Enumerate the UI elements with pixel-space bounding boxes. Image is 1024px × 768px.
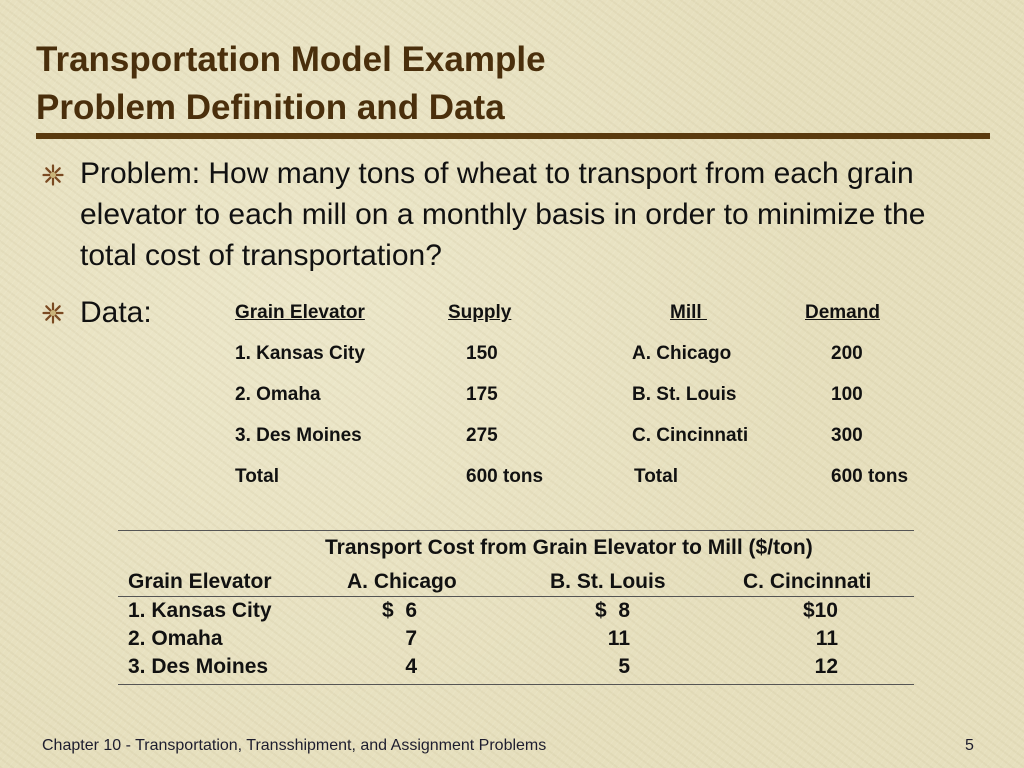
table-top-rule: [118, 530, 914, 531]
table-cell: 1. Kansas City: [235, 343, 365, 364]
data-label: Data:: [80, 296, 152, 329]
table-cell: $10: [802, 599, 838, 622]
table-cell: 3. Des Moines: [235, 425, 362, 446]
table-cell: 1. Kansas City: [128, 599, 272, 622]
table-cell: B. St. Louis: [632, 384, 737, 405]
page-number: 5: [965, 737, 974, 754]
table-cell: 2. Omaha: [128, 627, 223, 650]
table-cell: 3. Des Moines: [128, 655, 269, 678]
cost-header-grain-elevator: Grain Elevator: [128, 570, 272, 593]
table-cell: 275: [466, 425, 498, 446]
table-cell: $ 8: [594, 599, 630, 622]
table-cell: Total: [634, 466, 678, 487]
title-line-2: Problem Definition and Data: [36, 88, 505, 127]
header-grain-elevator: Grain Elevator: [235, 302, 365, 323]
title-line-1: Transportation Model Example: [36, 40, 546, 79]
table-cell: 600 tons: [466, 466, 544, 487]
table-cell: 2. Omaha: [235, 384, 321, 405]
table-cell: 4: [405, 655, 417, 678]
slide-title: Transportation Model Example Problem Def…: [36, 36, 546, 132]
table-cell: C. Cincinnati: [632, 425, 749, 446]
table-cell: 12: [814, 655, 838, 678]
table-bottom-rule: [118, 684, 914, 685]
title-underline-rule: [36, 133, 990, 139]
table-cell: 175: [466, 384, 498, 405]
footer-chapter: Chapter 10 - Transportation, Transshipme…: [42, 737, 547, 754]
table-cell: 11: [815, 627, 838, 650]
table-cell: Total: [235, 466, 279, 487]
header-mill: Mill: [670, 302, 707, 323]
table-cell: 300: [831, 425, 863, 446]
table-cell: 200: [831, 343, 863, 364]
table-cell: $ 6: [381, 599, 417, 622]
table-cell: 5: [618, 655, 630, 678]
table-cell: 150: [466, 343, 498, 364]
star-burst-icon: [42, 302, 64, 324]
cost-header-cincinnati: C. Cincinnati: [743, 570, 872, 593]
table-cell: 11: [607, 627, 630, 650]
cost-header-st-louis: B. St. Louis: [550, 570, 666, 593]
star-burst-icon: [42, 164, 64, 186]
table-cell: 100: [831, 384, 863, 405]
problem-statement: Problem: How many tons of wheat to trans…: [80, 157, 926, 272]
cost-table-title: Transport Cost from Grain Elevator to Mi…: [325, 536, 813, 559]
table-cell: 7: [405, 627, 417, 650]
header-supply: Supply: [448, 302, 512, 323]
header-demand: Demand: [805, 302, 880, 323]
table-cell: A. Chicago: [632, 343, 732, 364]
table-cell: 600 tons: [831, 466, 909, 487]
header-rule: [118, 596, 914, 597]
cost-header-chicago: A. Chicago: [347, 570, 457, 593]
